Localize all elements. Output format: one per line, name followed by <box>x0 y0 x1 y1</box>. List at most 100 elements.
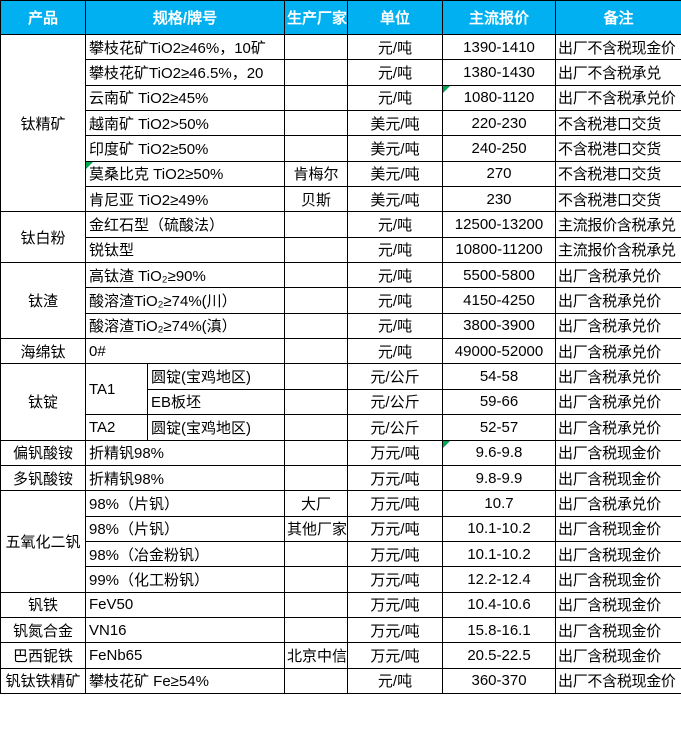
note-cell[interactable]: 出厂含税现金价 <box>555 540 681 568</box>
price-cell[interactable]: 9.6-9.8 <box>442 439 557 466</box>
unit-cell[interactable]: 万元/吨 <box>347 439 444 466</box>
maker-cell[interactable] <box>284 363 349 390</box>
unit-cell[interactable]: 万元/吨 <box>347 464 444 492</box>
price-cell[interactable]: 49000-52000 <box>442 338 557 365</box>
spec-cell[interactable]: 折精钒98% <box>84 464 286 492</box>
price-cell[interactable]: 12500-13200 <box>442 211 557 238</box>
maker-cell[interactable] <box>284 566 349 593</box>
price-cell[interactable]: 10.1-10.2 <box>442 515 557 542</box>
spec-cell[interactable]: 高钛渣 TiO₂≥90% <box>84 262 286 289</box>
price-cell[interactable]: 3800-3900 <box>442 312 557 340</box>
spec-cell[interactable]: 金红石型（硫酸法） <box>84 211 286 238</box>
unit-cell[interactable]: 万元/吨 <box>347 642 444 669</box>
unit-cell[interactable]: 元/吨 <box>347 262 444 289</box>
maker-cell[interactable] <box>284 540 349 568</box>
price-cell[interactable]: 1390-1410 <box>442 33 557 61</box>
header-price[interactable]: 主流报价 <box>442 0 557 35</box>
unit-cell[interactable]: 元/吨 <box>347 211 444 238</box>
note-cell[interactable]: 不含税港口交货 <box>555 135 681 162</box>
note-cell[interactable]: 不含税港口交货 <box>555 110 681 137</box>
unit-cell[interactable]: 万元/吨 <box>347 616 444 644</box>
price-cell[interactable]: 52-57 <box>442 414 557 441</box>
product-cell[interactable]: 五氧化二钒 <box>0 490 86 593</box>
note-cell[interactable]: 出厂含税承兑价 <box>555 338 681 365</box>
maker-cell[interactable] <box>284 591 349 618</box>
maker-cell[interactable] <box>284 84 349 112</box>
spec-cell[interactable]: 酸溶渣TiO₂≥74%(滇） <box>84 312 286 340</box>
product-cell[interactable]: 钒铁 <box>0 591 86 618</box>
note-cell[interactable]: 出厂含税承兑价 <box>555 287 681 314</box>
unit-cell[interactable]: 美元/吨 <box>347 110 444 137</box>
price-cell[interactable]: 59-66 <box>442 388 557 416</box>
note-cell[interactable]: 不含税港口交货 <box>555 160 681 188</box>
unit-cell[interactable]: 万元/吨 <box>347 540 444 568</box>
price-cell[interactable]: 10.1-10.2 <box>442 540 557 568</box>
price-cell[interactable]: 5500-5800 <box>442 262 557 289</box>
note-cell[interactable]: 出厂含税现金价 <box>555 515 681 542</box>
maker-cell[interactable] <box>284 414 349 441</box>
unit-cell[interactable]: 元/吨 <box>347 312 444 340</box>
unit-cell[interactable]: 元/公斤 <box>347 414 444 441</box>
spec-grade-cell[interactable]: TA1 <box>85 363 148 416</box>
spec-cell[interactable]: 折精钒98% <box>84 439 286 466</box>
note-cell[interactable]: 出厂不含税现金价 <box>555 33 681 61</box>
price-cell[interactable]: 12.2-12.4 <box>442 566 557 593</box>
price-cell[interactable]: 9.8-9.9 <box>442 464 557 492</box>
spec-grade-cell[interactable]: TA2 <box>85 414 148 441</box>
maker-cell[interactable]: 北京中信 <box>284 642 349 669</box>
maker-cell[interactable] <box>284 110 349 137</box>
unit-cell[interactable]: 元/吨 <box>347 33 444 61</box>
spec-cell[interactable]: 锐钛型 <box>84 236 286 264</box>
unit-cell[interactable]: 元/吨 <box>347 84 444 112</box>
unit-cell[interactable]: 元/公斤 <box>347 388 444 416</box>
unit-cell[interactable]: 元/公斤 <box>347 363 444 390</box>
spec-cell[interactable]: 肯尼亚 TiO2≥49% <box>84 186 286 213</box>
note-cell[interactable]: 出厂含税现金价 <box>555 616 681 644</box>
maker-cell[interactable]: 肯梅尔 <box>284 160 349 188</box>
product-cell[interactable]: 钛锭 <box>0 363 86 441</box>
maker-cell[interactable] <box>284 439 349 466</box>
product-cell[interactable]: 钒氮合金 <box>0 616 86 644</box>
note-cell[interactable]: 出厂含税承兑价 <box>555 363 681 390</box>
header-maker[interactable]: 生产厂家 <box>284 0 349 35</box>
note-cell[interactable]: 出厂含税承兑价 <box>555 414 681 441</box>
unit-cell[interactable]: 美元/吨 <box>347 160 444 188</box>
note-cell[interactable]: 主流报价含税承兑 <box>555 236 681 264</box>
spec-cell[interactable]: VN16 <box>84 616 286 644</box>
note-cell[interactable]: 出厂含税现金价 <box>555 439 681 466</box>
spec-cell[interactable]: 云南矿 TiO2≥45% <box>84 84 286 112</box>
spec-cell[interactable]: 0# <box>84 338 286 365</box>
price-cell[interactable]: 10800-11200 <box>442 236 557 264</box>
maker-cell[interactable] <box>284 388 349 416</box>
price-cell[interactable]: 240-250 <box>442 135 557 162</box>
price-cell[interactable]: 20.5-22.5 <box>442 642 557 669</box>
note-cell[interactable]: 出厂含税现金价 <box>555 591 681 618</box>
spec-form-cell[interactable]: 圆锭(宝鸡地区) <box>146 363 286 390</box>
spec-cell[interactable]: FeV50 <box>84 591 286 618</box>
maker-cell[interactable]: 大厂 <box>284 490 349 517</box>
note-cell[interactable]: 出厂含税承兑价 <box>555 262 681 289</box>
unit-cell[interactable]: 美元/吨 <box>347 135 444 162</box>
product-cell[interactable]: 巴西铌铁 <box>0 642 86 669</box>
spec-cell[interactable]: 攀枝花矿 Fe≥54% <box>84 667 286 694</box>
maker-cell[interactable] <box>284 262 349 289</box>
maker-cell[interactable] <box>284 616 349 644</box>
spec-cell[interactable]: 酸溶渣TiO₂≥74%(川） <box>84 287 286 314</box>
spec-cell[interactable]: FeNb65 <box>84 642 286 669</box>
maker-cell[interactable] <box>284 135 349 162</box>
maker-cell[interactable] <box>284 312 349 340</box>
unit-cell[interactable]: 元/吨 <box>347 667 444 694</box>
maker-cell[interactable] <box>284 33 349 61</box>
maker-cell[interactable] <box>284 338 349 365</box>
maker-cell[interactable] <box>284 236 349 264</box>
product-cell[interactable]: 海绵钛 <box>0 338 86 365</box>
product-cell[interactable]: 钛渣 <box>0 262 86 340</box>
product-cell[interactable]: 钛精矿 <box>0 33 86 213</box>
maker-cell[interactable]: 贝斯 <box>284 186 349 213</box>
unit-cell[interactable]: 元/吨 <box>347 59 444 86</box>
spec-cell[interactable]: 98%（冶金粉钒） <box>84 540 286 568</box>
price-cell[interactable]: 220-230 <box>442 110 557 137</box>
header-product[interactable]: 产品 <box>0 0 86 35</box>
note-cell[interactable]: 出厂不含税承兑价 <box>555 84 681 112</box>
price-cell[interactable]: 360-370 <box>442 667 557 694</box>
